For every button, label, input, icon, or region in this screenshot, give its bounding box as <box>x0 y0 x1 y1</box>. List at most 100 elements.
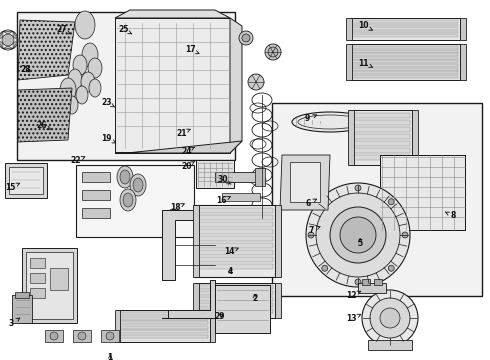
Bar <box>275 205 281 277</box>
Bar <box>460 44 466 80</box>
Text: 6: 6 <box>305 199 317 208</box>
Polygon shape <box>18 88 72 142</box>
Polygon shape <box>18 20 75 80</box>
Bar <box>374 279 382 285</box>
Bar <box>101 330 119 342</box>
Bar <box>460 18 466 40</box>
Circle shape <box>362 290 418 346</box>
Bar <box>352 20 458 22</box>
Bar <box>120 330 208 333</box>
Text: 10: 10 <box>358 22 372 31</box>
Polygon shape <box>13 40 18 49</box>
Ellipse shape <box>76 86 88 104</box>
Bar <box>76 165 194 237</box>
Circle shape <box>50 332 58 340</box>
Circle shape <box>388 199 394 205</box>
Polygon shape <box>280 155 330 210</box>
Polygon shape <box>0 31 3 40</box>
Ellipse shape <box>120 189 136 211</box>
Text: 14: 14 <box>224 247 238 256</box>
Bar <box>30 273 45 283</box>
Bar <box>9 167 43 194</box>
Bar <box>352 50 458 53</box>
Ellipse shape <box>66 96 78 114</box>
Ellipse shape <box>123 193 133 207</box>
Circle shape <box>355 185 361 191</box>
Bar <box>15 292 29 298</box>
Bar <box>380 155 465 230</box>
Bar <box>380 155 465 230</box>
Bar <box>210 310 215 342</box>
Bar <box>348 110 354 165</box>
Bar <box>362 279 370 285</box>
Bar <box>12 295 32 323</box>
Text: 27: 27 <box>56 25 70 34</box>
Bar <box>26 252 73 319</box>
Circle shape <box>322 265 328 271</box>
Bar <box>197 222 273 227</box>
Bar <box>352 64 458 67</box>
Ellipse shape <box>133 178 143 192</box>
Circle shape <box>308 232 314 238</box>
Circle shape <box>316 193 400 277</box>
Bar <box>167 210 179 219</box>
Circle shape <box>322 199 328 205</box>
Polygon shape <box>162 210 215 280</box>
Bar <box>197 264 273 269</box>
Text: 11: 11 <box>358 58 372 68</box>
Bar <box>197 250 273 255</box>
Bar <box>352 141 410 146</box>
Bar <box>352 46 458 49</box>
Bar <box>195 205 275 277</box>
Polygon shape <box>0 40 3 49</box>
Bar <box>50 268 68 290</box>
Text: 26: 26 <box>36 121 50 130</box>
Ellipse shape <box>81 72 95 92</box>
Bar <box>352 60 458 63</box>
Text: 30: 30 <box>218 175 231 184</box>
Bar <box>197 229 273 234</box>
Text: 13: 13 <box>346 314 361 323</box>
Text: 9: 9 <box>305 114 317 123</box>
Text: 15: 15 <box>5 183 20 192</box>
Bar <box>350 44 460 80</box>
Text: 2: 2 <box>252 294 257 303</box>
Polygon shape <box>162 280 215 318</box>
Bar <box>118 310 210 342</box>
Circle shape <box>402 232 408 238</box>
Polygon shape <box>13 31 18 40</box>
Bar <box>412 110 418 165</box>
Bar <box>115 18 230 153</box>
Ellipse shape <box>82 43 98 67</box>
Text: 17: 17 <box>185 45 199 54</box>
Polygon shape <box>3 46 13 49</box>
Text: 3: 3 <box>8 318 20 328</box>
Bar <box>196 160 234 188</box>
Bar <box>222 193 260 201</box>
Ellipse shape <box>130 174 146 196</box>
Circle shape <box>306 183 410 287</box>
Bar <box>350 110 412 165</box>
Circle shape <box>78 332 86 340</box>
Bar <box>30 288 45 298</box>
Bar <box>197 309 273 313</box>
Bar <box>82 172 110 182</box>
Circle shape <box>380 308 400 328</box>
Bar <box>197 208 273 213</box>
Polygon shape <box>230 18 242 153</box>
Bar <box>22 248 77 323</box>
Bar <box>358 283 386 293</box>
Bar <box>120 316 208 320</box>
Bar <box>352 23 458 26</box>
Circle shape <box>242 34 250 42</box>
Bar <box>352 75 458 78</box>
Bar <box>197 243 273 248</box>
Ellipse shape <box>120 170 130 184</box>
Text: 20: 20 <box>181 162 195 171</box>
Bar <box>215 285 270 333</box>
Text: 19: 19 <box>101 134 116 143</box>
Bar <box>17 12 235 160</box>
Bar <box>120 325 208 328</box>
Bar <box>346 18 352 40</box>
Bar <box>30 258 45 268</box>
